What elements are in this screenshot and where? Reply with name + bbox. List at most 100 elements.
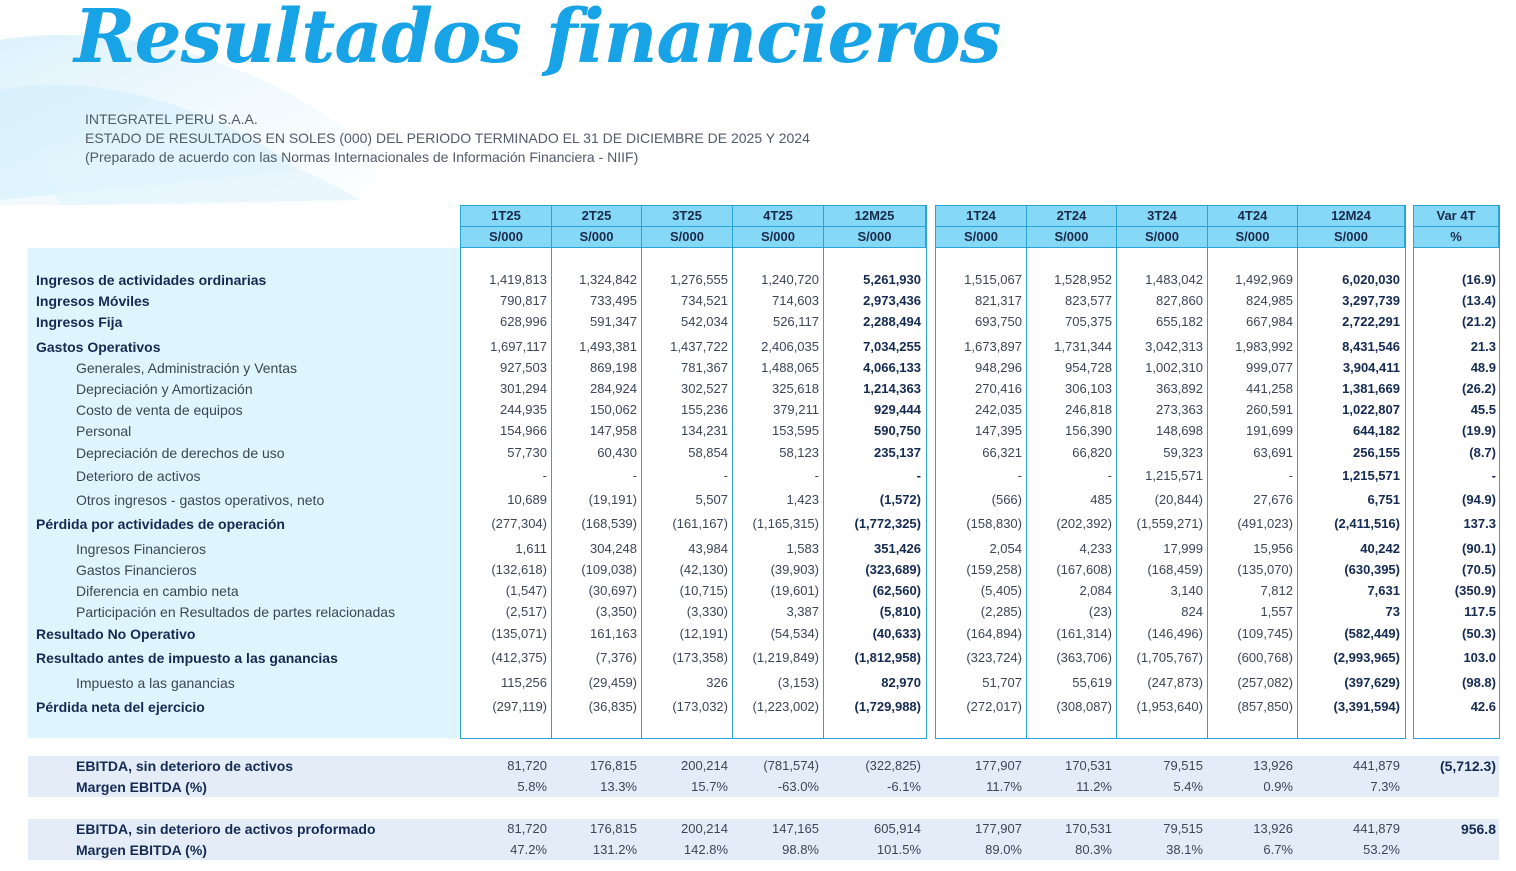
ebitda-value: 177,907 xyxy=(975,758,1022,773)
cell-value: 58,123 xyxy=(779,445,819,460)
cell-value: 1,022,807 xyxy=(1342,402,1400,417)
ebitda-value: 7.3% xyxy=(1370,779,1400,794)
cell-value: (21.2) xyxy=(1462,314,1496,329)
cell-value: 1,611 xyxy=(515,541,547,556)
cell-value: 134,231 xyxy=(681,423,728,438)
cell-value: 58,854 xyxy=(688,445,728,460)
ebitda-value: 441,879 xyxy=(1353,758,1400,773)
ebitda-value: (5,712.3) xyxy=(1439,758,1496,774)
cell-value: (159,258) xyxy=(966,562,1022,577)
cell-value: 1,488,065 xyxy=(761,360,819,375)
cell-value: 821,317 xyxy=(975,293,1022,308)
row-label: Depreciación y Amortización xyxy=(76,381,253,397)
cell-value: (54,534) xyxy=(770,626,819,641)
cell-value: 301,294 xyxy=(500,381,547,396)
ebitda-value: 53.2% xyxy=(1363,842,1400,857)
ebitda-value: 147,165 xyxy=(772,821,819,836)
cell-value: 3,140 xyxy=(1170,583,1203,598)
cell-value: 1,215,571 xyxy=(1145,468,1203,483)
ebitda-value: 956.8 xyxy=(1460,821,1496,837)
ebitda-value: 13,926 xyxy=(1253,758,1293,773)
cell-value: (146,496) xyxy=(1147,626,1203,641)
cell-value: (397,629) xyxy=(1344,675,1400,690)
cell-value: (412,375) xyxy=(491,650,547,665)
cell-value: (135,071) xyxy=(491,626,547,641)
row-label: Generales, Administración y Ventas xyxy=(76,360,298,376)
cell-value: (70.5) xyxy=(1462,562,1496,577)
cell-value: 927,503 xyxy=(500,360,547,375)
cell-value: - xyxy=(723,468,728,483)
cell-value: 2,973,436 xyxy=(863,293,921,308)
cell-value: (257,082) xyxy=(1237,675,1293,690)
cell-value: 325,618 xyxy=(772,381,819,396)
cell-value: 260,591 xyxy=(1246,402,1293,417)
cell-value: 591,347 xyxy=(590,314,637,329)
cell-value: (98.8) xyxy=(1462,675,1496,690)
cell-value: (164,894) xyxy=(966,626,1022,641)
cell-value: 363,892 xyxy=(1156,381,1203,396)
cell-value: 3,904,411 xyxy=(1342,360,1400,375)
cell-value: (247,873) xyxy=(1147,675,1203,690)
row-label: Ingresos Financieros xyxy=(76,541,206,557)
column-header: 1T24 xyxy=(935,205,1027,227)
column-header: 4T24 xyxy=(1207,205,1298,227)
cell-value: 42.6 xyxy=(1470,699,1496,714)
cell-value: 137.3 xyxy=(1463,516,1496,531)
cell-value: (323,724) xyxy=(966,650,1022,665)
cell-value: 154,966 xyxy=(500,423,547,438)
cell-value: 1,276,555 xyxy=(670,272,728,287)
cell-value: (36,835) xyxy=(588,699,637,714)
column-divider xyxy=(1297,205,1298,738)
row-label: Gastos Operativos xyxy=(36,339,161,355)
cell-value: (3,153) xyxy=(777,675,819,690)
cell-value: 8,431,546 xyxy=(1342,339,1400,354)
decorative-swirl xyxy=(0,34,378,205)
ebitda-label: Margen EBITDA (%) xyxy=(76,779,207,795)
unit-header: S/000 xyxy=(732,226,824,248)
ebitda-proforma-band xyxy=(28,819,1499,860)
cell-value: (5,810) xyxy=(879,604,921,619)
column-header: 1T25 xyxy=(460,205,552,227)
unit-header: S/000 xyxy=(1297,226,1405,248)
cell-value: (1,705,767) xyxy=(1136,650,1204,665)
cell-value: (50.3) xyxy=(1462,626,1496,641)
unit-header: % xyxy=(1413,226,1499,248)
cell-value: 5,261,930 xyxy=(863,272,921,287)
cell-value: (16.9) xyxy=(1462,272,1496,287)
ebitda-label: EBITDA, sin deterioro de activos proform… xyxy=(76,821,376,837)
cell-value: 1,583 xyxy=(786,541,819,556)
cell-value: (1,559,271) xyxy=(1136,516,1204,531)
ebitda-value: 177,907 xyxy=(975,821,1022,836)
cell-value: 948,296 xyxy=(975,360,1022,375)
ebitda-value: 79,515 xyxy=(1163,821,1203,836)
cell-value: (272,017) xyxy=(966,699,1022,714)
column-header: Var 4T xyxy=(1413,205,1499,227)
cell-value: 6,020,030 xyxy=(1342,272,1400,287)
column-header: 3T24 xyxy=(1116,205,1208,227)
ebitda-value: 80.3% xyxy=(1075,842,1112,857)
cell-value: 1,731,344 xyxy=(1054,339,1112,354)
cell-value: (167,608) xyxy=(1056,562,1112,577)
unit-header: S/000 xyxy=(1207,226,1298,248)
cell-value: (19,191) xyxy=(588,492,637,507)
cell-value: 59,323 xyxy=(1163,445,1203,460)
cell-value: - xyxy=(632,468,637,483)
cell-value: 2,288,494 xyxy=(863,314,921,329)
ebitda-value: 6.7% xyxy=(1263,842,1293,857)
cell-value: 441,258 xyxy=(1246,381,1293,396)
cell-value: 147,958 xyxy=(590,423,637,438)
row-label: Costo de venta de equipos xyxy=(76,402,243,418)
cell-value: 823,577 xyxy=(1065,293,1112,308)
cell-value: 1,515,067 xyxy=(964,272,1022,287)
cell-value: (1,572) xyxy=(879,492,921,507)
cell-value: (1,219,849) xyxy=(752,650,820,665)
column-header: 12M25 xyxy=(823,205,926,227)
cell-value: (600,768) xyxy=(1237,650,1293,665)
cell-value: 326 xyxy=(706,675,728,690)
cell-value: 27,676 xyxy=(1253,492,1293,507)
row-label: Ingresos de actividades ordinarias xyxy=(36,272,267,288)
cell-value: (20,844) xyxy=(1154,492,1203,507)
cell-value: (350.9) xyxy=(1454,583,1496,598)
cell-value: 1,528,952 xyxy=(1054,272,1112,287)
ebitda-value: 13,926 xyxy=(1253,821,1293,836)
